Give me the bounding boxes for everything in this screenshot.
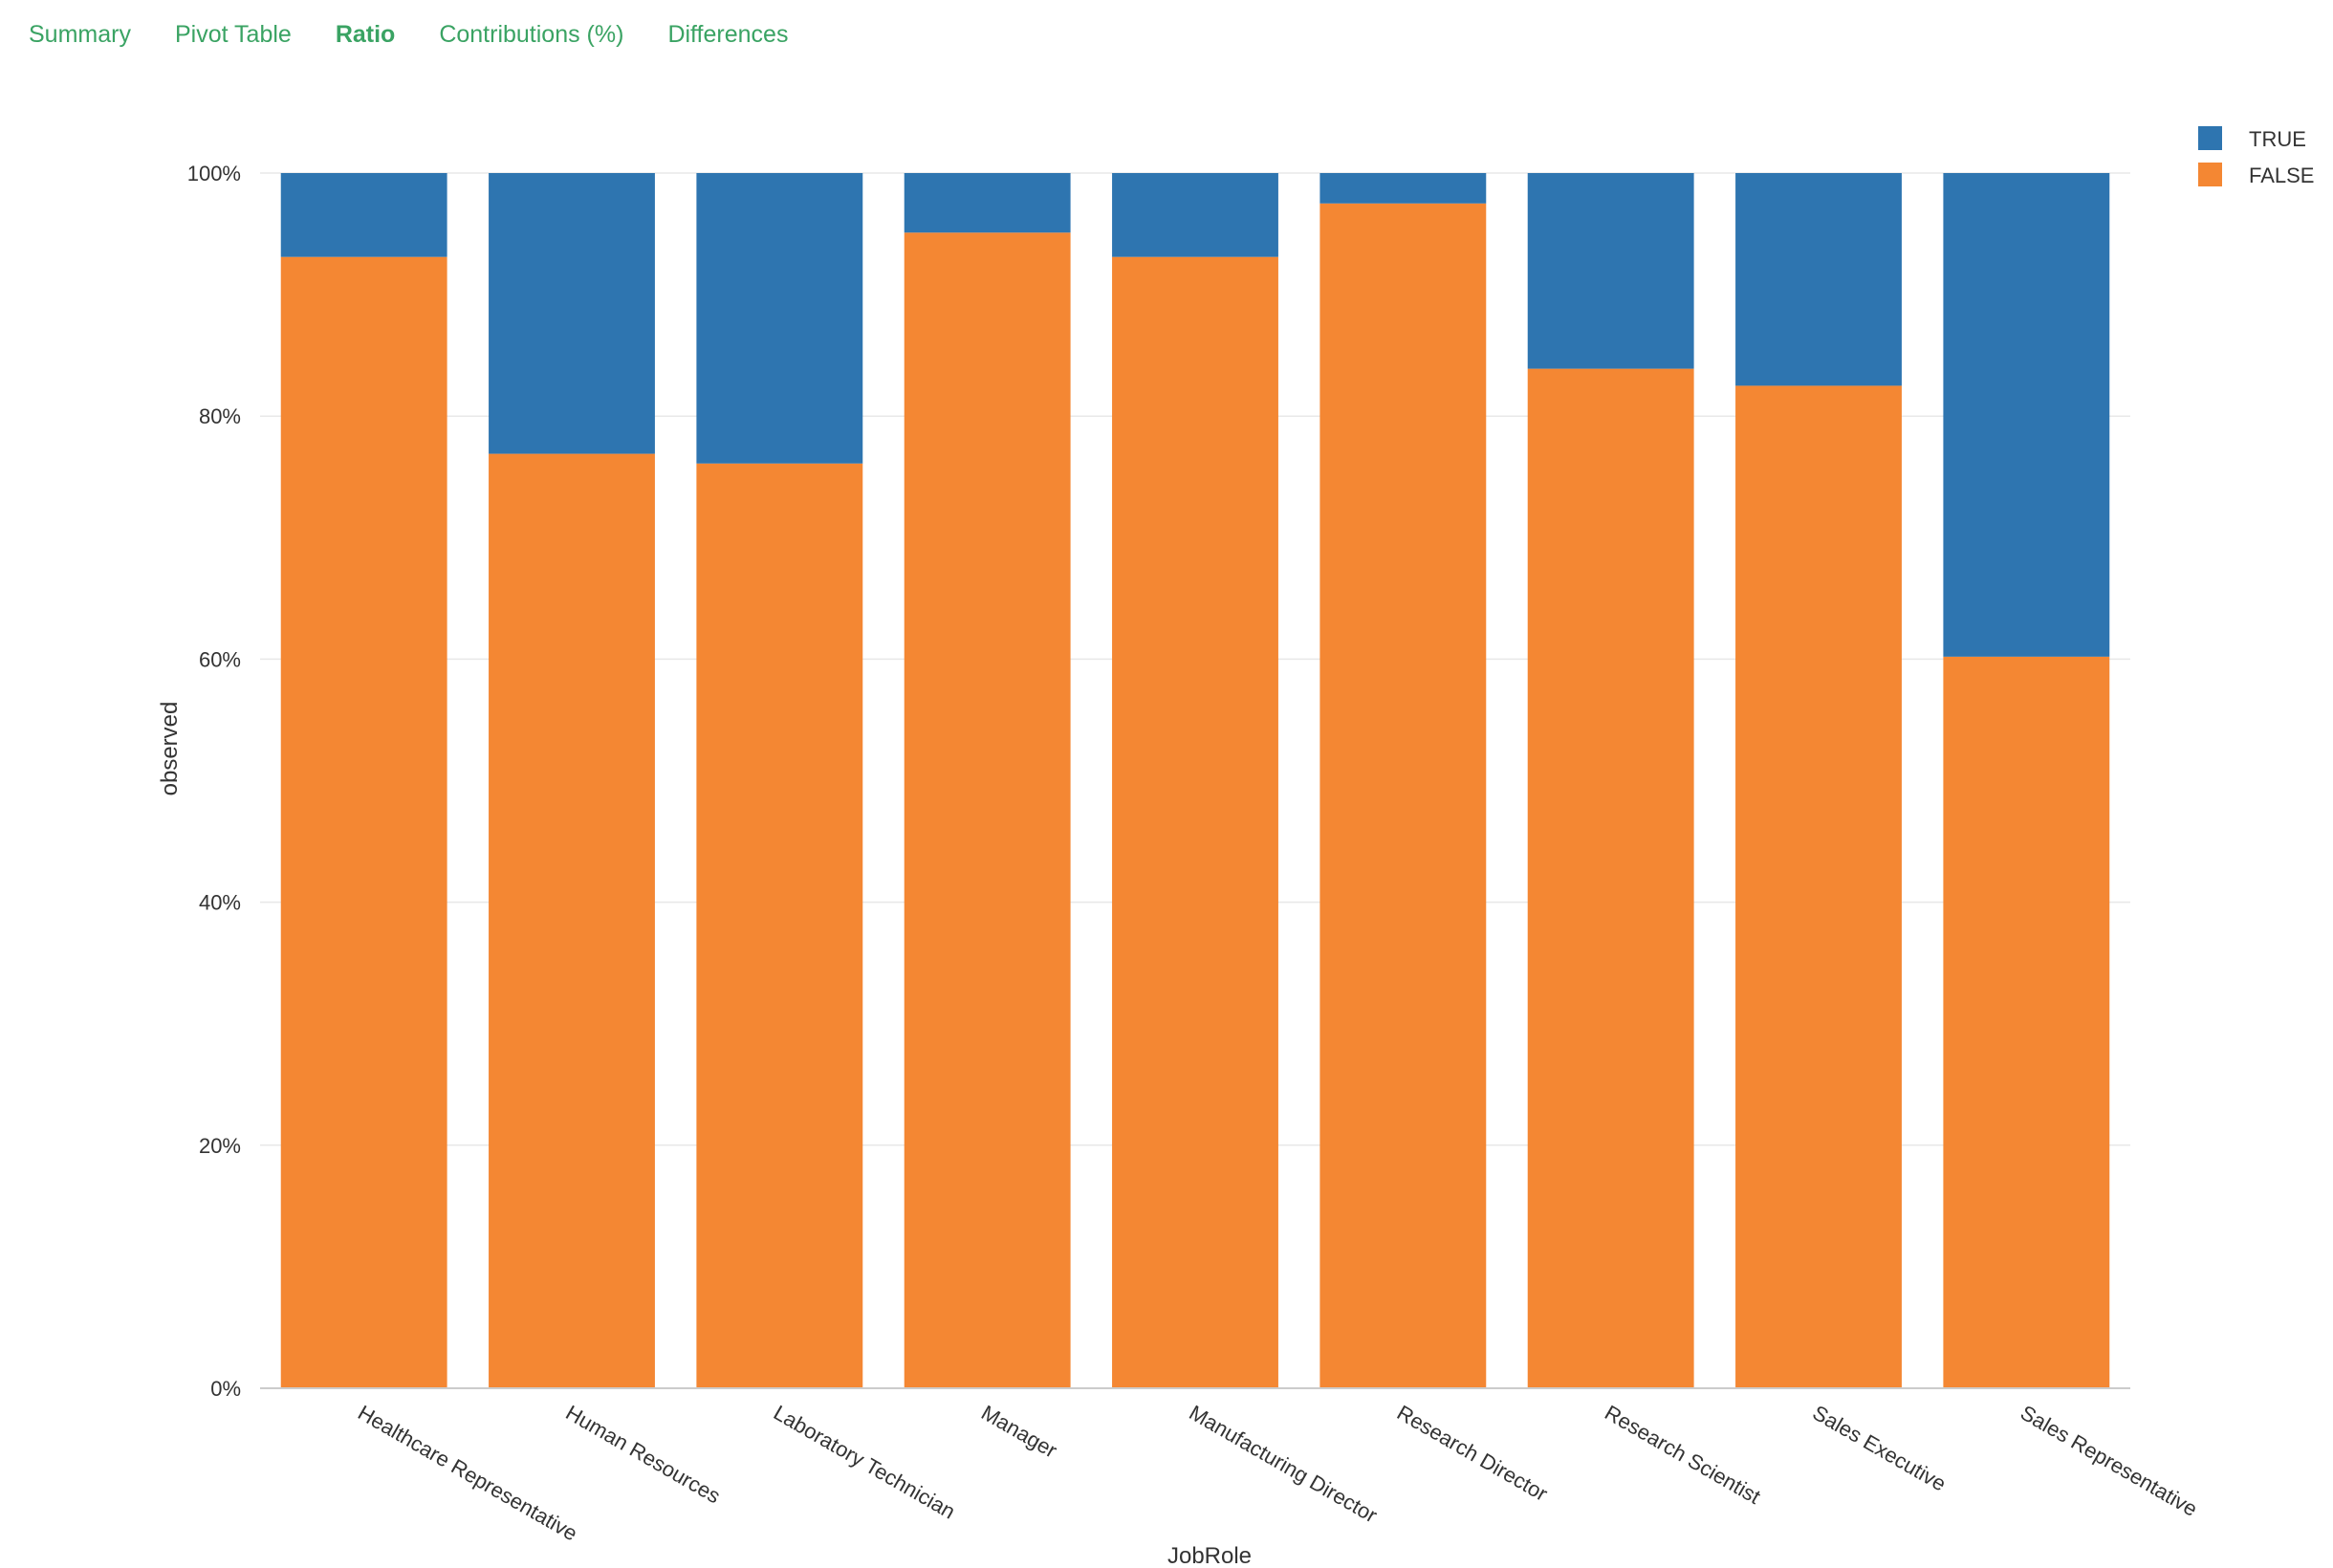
bar-true-healthcare-representative[interactable]	[280, 173, 447, 257]
bar-false-manufacturing-director[interactable]	[1112, 256, 1278, 1389]
x-tick-label: Manufacturing Director	[1186, 1401, 1382, 1528]
y-tick-label: 80%	[199, 404, 241, 428]
bar-false-sales-executive[interactable]	[1735, 385, 1902, 1388]
bar-true-sales-representative[interactable]	[1943, 173, 2110, 657]
legend-label-false[interactable]: FALSE	[2249, 163, 2314, 187]
y-tick-label: 60%	[199, 647, 241, 671]
tab-differences[interactable]: Differences	[667, 20, 789, 48]
bar-false-manager[interactable]	[904, 232, 1071, 1388]
x-tick-label: Manager	[977, 1401, 1061, 1463]
y-axis-title: observed	[157, 702, 183, 796]
bar-true-manufacturing-director[interactable]	[1112, 173, 1278, 257]
legend-swatch-true[interactable]	[2198, 126, 2222, 150]
bar-false-laboratory-technician[interactable]	[696, 463, 863, 1388]
x-tick-label: Sales Executive	[1809, 1401, 1951, 1496]
y-tick-label: 0%	[210, 1377, 241, 1401]
x-tick-label: Research Director	[1393, 1401, 1552, 1506]
tab-ratio[interactable]: Ratio	[335, 20, 396, 48]
x-tick-label: Research Scientist	[1601, 1401, 1764, 1509]
x-tick-label: Healthcare Representative	[354, 1401, 581, 1546]
bar-true-laboratory-technician[interactable]	[696, 173, 863, 464]
bar-false-healthcare-representative[interactable]	[280, 256, 447, 1389]
bar-true-human-resources[interactable]	[489, 173, 655, 454]
bar-true-sales-executive[interactable]	[1735, 173, 1902, 386]
y-tick-label: 100%	[187, 162, 241, 185]
tab-pivot-table[interactable]: Pivot Table	[174, 20, 292, 48]
view-tabs: Summary Pivot Table Ratio Contributions …	[29, 15, 788, 54]
legend-swatch-false[interactable]	[2198, 163, 2222, 186]
bar-false-sales-representative[interactable]	[1943, 656, 2110, 1388]
bar-true-research-director[interactable]	[1319, 173, 1487, 204]
x-tick-label: Sales Representative	[2017, 1401, 2202, 1521]
legend-label-true[interactable]: TRUE	[2249, 127, 2306, 151]
bar-false-research-director[interactable]	[1319, 203, 1487, 1388]
bar-true-research-scientist[interactable]	[1527, 173, 1694, 369]
x-axis-title: JobRole	[1167, 1543, 1252, 1568]
bar-false-research-scientist[interactable]	[1527, 368, 1694, 1389]
y-tick-label: 40%	[199, 891, 241, 915]
tab-summary[interactable]: Summary	[29, 20, 131, 48]
bar-true-manager[interactable]	[904, 173, 1071, 233]
y-tick-label: 20%	[199, 1134, 241, 1158]
tab-contributions[interactable]: Contributions (%)	[439, 20, 624, 48]
x-tick-label: Human Resources	[562, 1401, 725, 1509]
x-tick-label: Laboratory Technician	[770, 1401, 960, 1524]
bar-false-human-resources[interactable]	[489, 453, 655, 1388]
